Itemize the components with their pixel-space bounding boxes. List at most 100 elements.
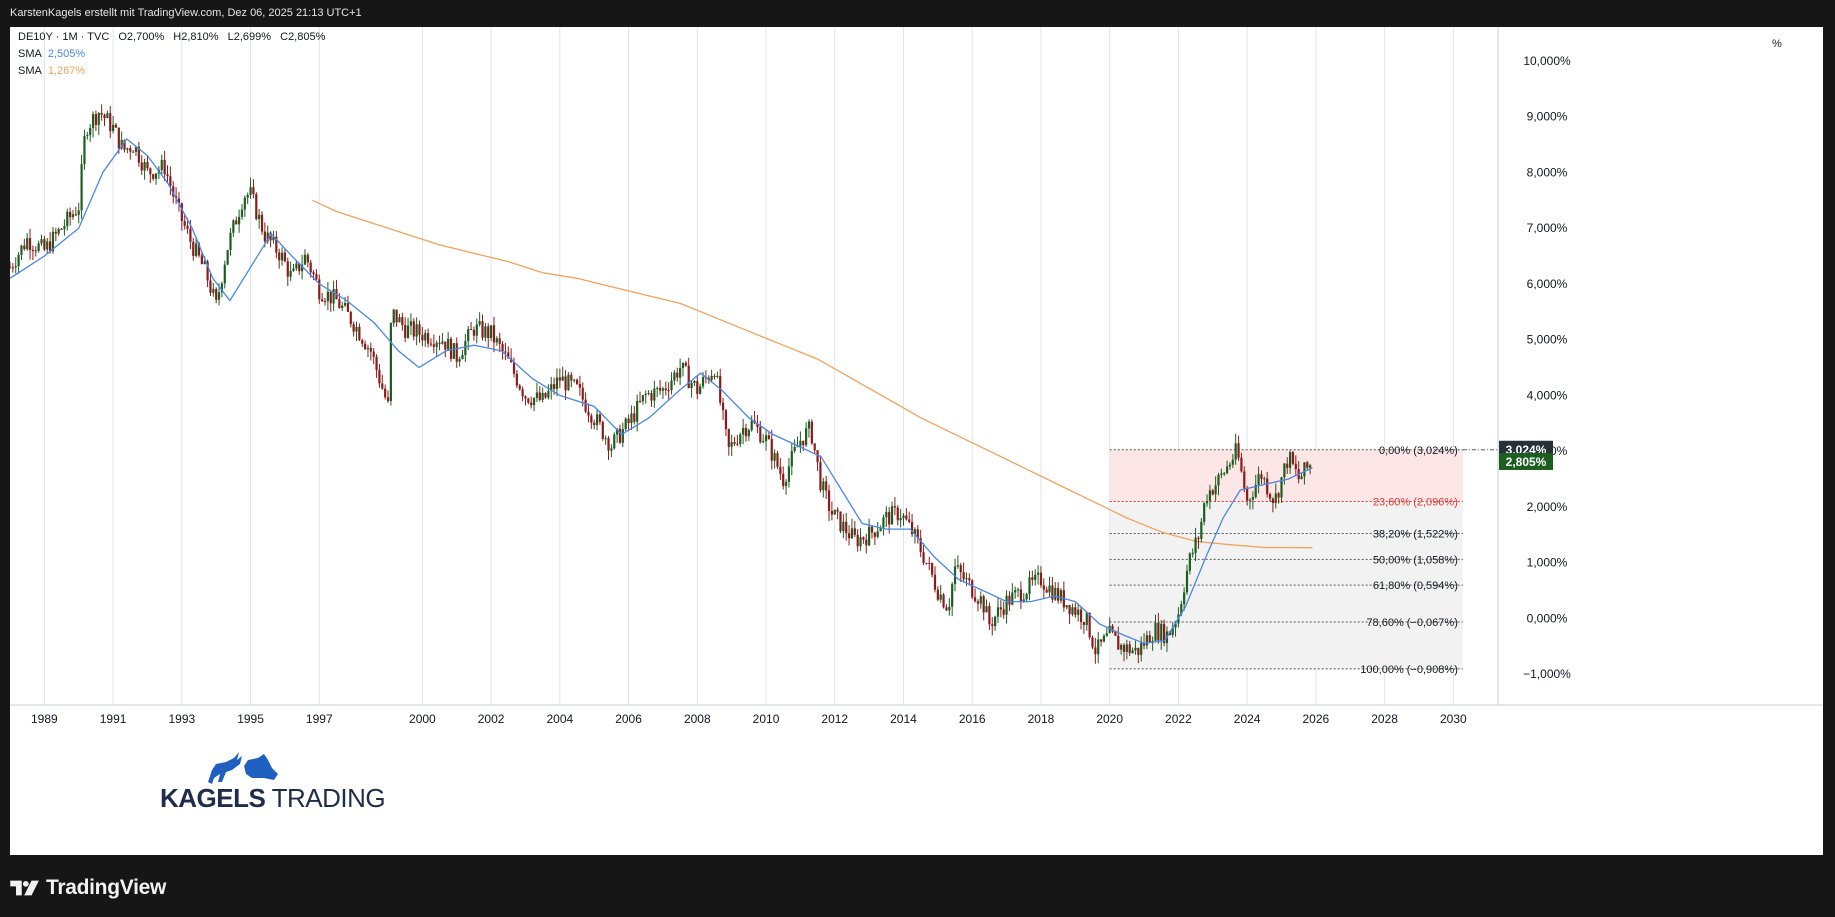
x-tick-label: 1989 bbox=[31, 712, 58, 726]
bull-bear-icon bbox=[208, 752, 278, 784]
candle-body bbox=[658, 387, 662, 391]
candle-body bbox=[154, 173, 158, 179]
candle-body bbox=[933, 574, 937, 590]
candle-body bbox=[240, 209, 244, 217]
candle-body bbox=[372, 351, 375, 357]
candle-body bbox=[664, 388, 667, 391]
candle-body bbox=[1211, 490, 1214, 495]
candle-body bbox=[495, 338, 498, 343]
candle-body bbox=[421, 334, 424, 341]
candle-body bbox=[1077, 609, 1080, 615]
price-chart[interactable]: 0,00% (3,024%) 23,60% (2,096%) 38,20% (1,5… bbox=[10, 27, 1823, 855]
candle-body bbox=[530, 402, 533, 406]
x-tick-label: 2016 bbox=[959, 712, 986, 726]
candle-body bbox=[226, 250, 229, 265]
candle-body bbox=[796, 446, 799, 448]
tradingview-logo[interactable]: TradingView bbox=[10, 876, 167, 899]
candle-body bbox=[1108, 625, 1111, 634]
candle-body bbox=[346, 303, 350, 312]
x-tick-label: 1993 bbox=[168, 712, 195, 726]
top-bar: KarstenKagels erstellt mit TradingView.c… bbox=[0, 0, 1835, 26]
y-tick-label: 0,000% bbox=[1527, 611, 1568, 625]
candle-body bbox=[1266, 478, 1269, 495]
candle-body bbox=[1205, 501, 1209, 504]
candle-body bbox=[57, 228, 60, 234]
candle-body bbox=[1188, 553, 1191, 571]
x-tick-label: 2020 bbox=[1096, 712, 1123, 726]
candle-body bbox=[338, 299, 341, 309]
candle-body bbox=[20, 245, 23, 255]
price-axis-unit[interactable]: % bbox=[1772, 38, 1782, 50]
candle-body bbox=[364, 343, 367, 350]
candle-body bbox=[521, 389, 524, 397]
candle-body bbox=[627, 418, 630, 424]
candle-body bbox=[524, 396, 527, 399]
candle-body bbox=[1137, 647, 1140, 655]
candle-body bbox=[283, 252, 287, 262]
candle-body bbox=[301, 264, 304, 272]
candle-body bbox=[1074, 607, 1077, 615]
candle-body bbox=[782, 473, 785, 486]
fib-level-label: 38,20% (1,522%) bbox=[1373, 528, 1458, 540]
candle-body bbox=[816, 450, 819, 463]
x-tick-label: 2022 bbox=[1165, 712, 1192, 726]
candle-body bbox=[956, 565, 959, 567]
fib-level-label: 78,60% (−0,067%) bbox=[1366, 617, 1457, 629]
y-tick-label: 1,000% bbox=[1527, 556, 1568, 570]
fib-level-label: 61,80% (0,594%) bbox=[1373, 580, 1458, 592]
candle-body bbox=[435, 342, 438, 347]
candle-body bbox=[183, 220, 186, 226]
candle-body bbox=[567, 374, 570, 391]
last-close-label: 2,805% bbox=[1506, 455, 1547, 469]
candle-body bbox=[152, 174, 155, 179]
candle-body bbox=[985, 606, 988, 613]
candle-body bbox=[965, 578, 968, 580]
candle-body bbox=[1128, 644, 1131, 654]
candle-body bbox=[195, 243, 198, 256]
candle-body bbox=[28, 238, 32, 250]
candle-body bbox=[140, 162, 143, 171]
candle-body bbox=[1263, 478, 1266, 480]
candle-body bbox=[1048, 585, 1051, 593]
candle-body bbox=[481, 321, 484, 338]
candle-body bbox=[942, 594, 945, 608]
tradingview-logo-text: TradingView bbox=[46, 876, 167, 899]
candle-body bbox=[1220, 473, 1223, 475]
chart-panel[interactable]: 0,00% (3,024%) 23,60% (2,096%) 38,20% (1,5… bbox=[10, 27, 1823, 855]
candle-body bbox=[1260, 474, 1263, 479]
candle-body bbox=[908, 519, 911, 522]
candle-body bbox=[779, 466, 782, 474]
candle-body bbox=[263, 231, 266, 242]
candle-body bbox=[1162, 623, 1166, 644]
candle-body bbox=[1011, 592, 1014, 605]
candle-body bbox=[916, 529, 919, 539]
candle-body bbox=[1088, 612, 1091, 638]
x-tick-label: 2006 bbox=[615, 712, 642, 726]
candle-body bbox=[604, 438, 607, 440]
candle-body bbox=[1082, 622, 1086, 626]
candle-body bbox=[1234, 443, 1237, 460]
candle-body bbox=[266, 232, 269, 242]
x-tick-label: 1995 bbox=[237, 712, 264, 726]
candle-body bbox=[1248, 499, 1252, 501]
candle-body bbox=[312, 272, 315, 275]
candle-body bbox=[527, 398, 530, 403]
legend-sma-short[interactable]: SMA 2,505% bbox=[18, 48, 91, 60]
candle-body bbox=[114, 124, 118, 128]
candle-body bbox=[501, 344, 504, 352]
candle-body bbox=[1111, 625, 1114, 632]
candle-body bbox=[656, 387, 659, 389]
candle-body bbox=[438, 342, 441, 344]
candle-body bbox=[673, 372, 676, 381]
candle-body bbox=[395, 309, 398, 323]
legend-ohlc[interactable]: DE10Y · 1M · TVC O2,700% H2,810% L2,699%… bbox=[18, 31, 331, 43]
candle-body bbox=[386, 397, 390, 402]
candle-body bbox=[332, 289, 335, 304]
candle-body bbox=[321, 299, 324, 302]
candle-body bbox=[936, 589, 939, 600]
candle-body bbox=[1217, 474, 1220, 486]
candle-body bbox=[1277, 493, 1280, 498]
legend-sma-long[interactable]: SMA 1,267% bbox=[18, 65, 91, 77]
candle-body bbox=[544, 392, 547, 398]
candle-body bbox=[535, 392, 539, 398]
